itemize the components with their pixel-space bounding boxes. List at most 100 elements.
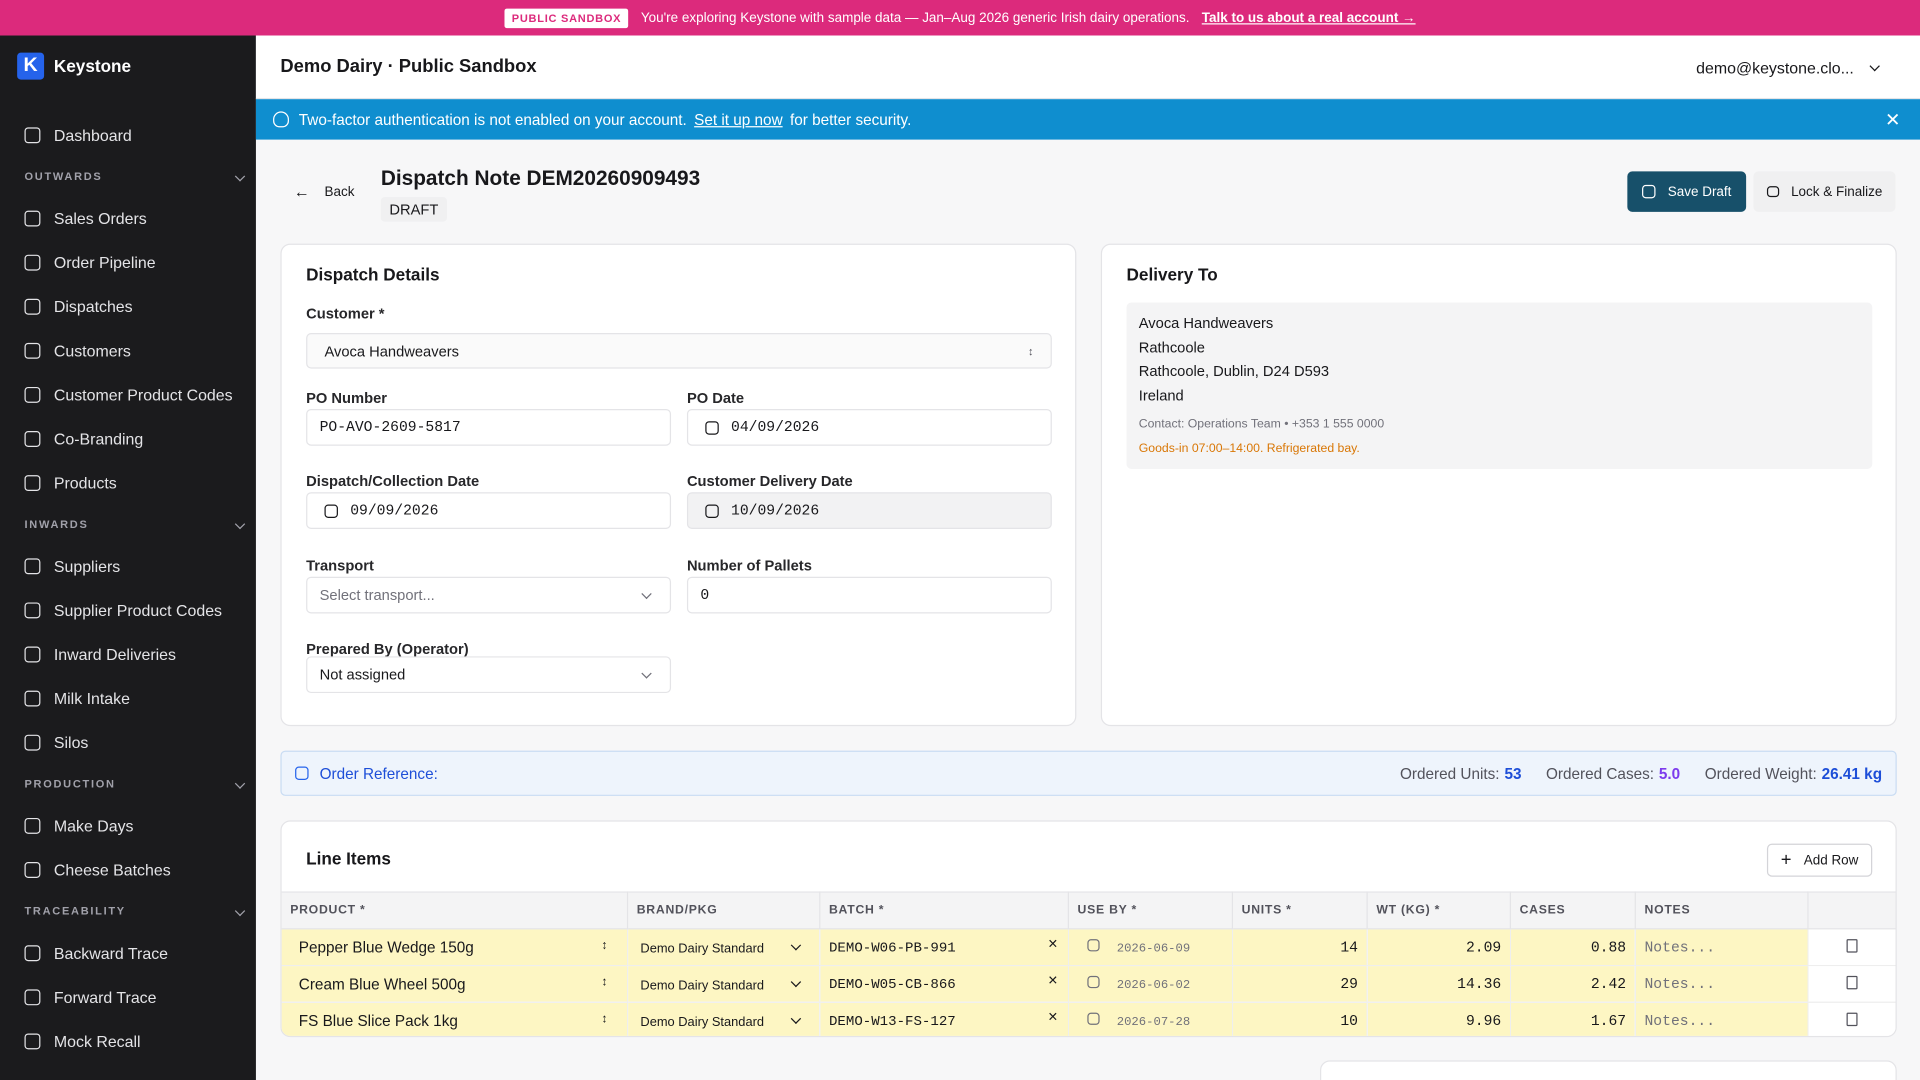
shield-icon <box>273 111 289 128</box>
icon <box>24 944 41 961</box>
lock-finalize-button[interactable]: Lock & Finalize <box>1753 171 1896 212</box>
section-title: INWARDS <box>24 517 89 531</box>
nav-item[interactable]: Supplier Product Codes <box>0 588 256 632</box>
nav-label: Inward Deliveries <box>53 644 176 664</box>
section-title: PRODUCTION <box>24 777 116 790</box>
cell[interactable]: DEMO-W13-FS-127 ✕ <box>819 1001 1069 1036</box>
sandbox-badge: PUBLIC SANDBOX <box>504 7 629 28</box>
input[interactable]: Avoca Handweavers ↕ <box>306 333 1052 369</box>
cell[interactable]: 2.09 <box>1366 928 1512 967</box>
cell[interactable]: 2026-07-28 <box>1067 1001 1234 1036</box>
icon <box>1642 184 1656 199</box>
cell[interactable]: 14.36 <box>1366 964 1512 1003</box>
icon <box>24 474 41 491</box>
user-menu[interactable]: demo@keystone.clo... <box>1696 59 1880 77</box>
cell[interactable]: 2.42 <box>1509 964 1636 1003</box>
nav-item[interactable]: Backward Trace <box>0 931 256 975</box>
input-value: 0 <box>700 586 710 604</box>
chevron <box>790 940 802 951</box>
nav-item[interactable]: Products <box>0 460 256 504</box>
delete-cell[interactable] <box>1807 928 1896 967</box>
close[interactable]: ✕ <box>1885 109 1901 131</box>
cell[interactable]: Notes... <box>1634 964 1809 1003</box>
icon <box>1846 975 1858 989</box>
nav-item[interactable]: Make Days <box>0 803 256 847</box>
stat: Ordered Units: 53 <box>1400 765 1521 782</box>
delete-cell[interactable] <box>1807 964 1896 1003</box>
cell[interactable]: Demo Dairy Standard <box>626 964 821 1003</box>
nav-section[interactable]: PRODUCTION <box>0 764 256 803</box>
nav-item[interactable]: Customer Product Codes <box>0 372 256 416</box>
nav-label: Dashboard <box>53 125 132 144</box>
input[interactable]: 09/09/2026 <box>306 492 672 529</box>
cell[interactable]: 14 <box>1231 928 1368 967</box>
cell[interactable]: 2026-06-09 <box>1067 928 1234 967</box>
input[interactable]: 0 <box>686 576 1052 614</box>
line-item-row: Pepper Blue Wedge 150g ↕ Demo Dairy Standa… <box>281 928 1896 967</box>
icon <box>705 420 719 435</box>
nav-item[interactable]: Dispatches <box>0 284 256 328</box>
chevron-updown: ↕ <box>1027 344 1034 357</box>
cell[interactable]: Notes... <box>1634 1001 1809 1036</box>
input[interactable]: Select transport... <box>306 576 672 614</box>
cell[interactable]: 10 <box>1231 1001 1368 1036</box>
cell[interactable]: 29 <box>1231 964 1368 1003</box>
card-title: Line Items <box>306 848 391 869</box>
nav-item[interactable]: Order Pipeline <box>0 240 256 284</box>
nav-item[interactable]: Co-Branding <box>0 416 256 460</box>
field-label: Number of Pallets <box>686 557 812 575</box>
cell[interactable]: 0.88 <box>1509 928 1636 967</box>
nav-item[interactable]: Cheese Batches <box>0 847 256 891</box>
icon <box>24 557 41 574</box>
add-row-button[interactable]: + Add Row <box>1766 843 1873 877</box>
save-draft-button[interactable]: Save Draft <box>1627 171 1747 212</box>
cell[interactable]: Demo Dairy Standard <box>626 1001 821 1036</box>
cell[interactable]: Demo Dairy Standard <box>626 928 821 967</box>
brand[interactable]: K Keystone <box>17 52 131 80</box>
plus: + <box>1780 849 1792 871</box>
cell[interactable]: DEMO-W06-PB-991 ✕ <box>819 928 1069 967</box>
nav-item[interactable]: Milk Intake <box>0 676 256 720</box>
cell[interactable]: Notes... <box>1634 928 1809 967</box>
input[interactable]: Not assigned <box>306 656 672 694</box>
nav-item[interactable]: Forward Trace <box>0 975 256 1019</box>
alert-link[interactable]: Set it up now <box>694 110 783 128</box>
cell[interactable]: Pepper Blue Wedge 150g ↕ <box>281 928 629 967</box>
product: Pepper Blue Wedge 150g <box>298 938 474 956</box>
nav-section[interactable]: TRACEABILITY <box>0 891 256 930</box>
input[interactable]: 04/09/2026 <box>686 408 1052 446</box>
security-alert: Two-factor authentication is not enabled… <box>255 99 1920 140</box>
cell[interactable]: DEMO-W05-CB-866 ✕ <box>819 964 1069 1003</box>
cell[interactable]: Cream Blue Wheel 500g ↕ <box>281 964 629 1003</box>
org-title: Demo Dairy · Public Sandbox <box>280 56 537 78</box>
input-value: Avoca Handweavers <box>324 342 459 360</box>
arrow: ← <box>293 182 310 201</box>
delete-cell[interactable] <box>1807 1001 1896 1036</box>
status-badge: DRAFT <box>380 197 447 222</box>
nav-item[interactable]: Dashboard <box>0 113 256 157</box>
cell[interactable]: FS Blue Slice Pack 1kg ↕ <box>281 1001 629 1036</box>
back-button[interactable]: ← Back <box>294 182 355 200</box>
chevron <box>234 778 246 789</box>
stat-value: 5.0 <box>1658 764 1681 782</box>
nav-section[interactable]: INWARDS <box>0 504 256 543</box>
input[interactable]: PO-AVO-2609-5817 <box>306 408 672 446</box>
nav-item[interactable]: Suppliers <box>0 544 256 588</box>
chevron <box>234 518 246 530</box>
stat-value: 53 <box>1504 764 1522 782</box>
chevron <box>234 171 246 182</box>
cell[interactable]: 9.96 <box>1366 1001 1512 1036</box>
nav-label: Dispatches <box>53 296 133 316</box>
nav-item[interactable]: Customers <box>0 328 256 372</box>
cell[interactable]: 1.67 <box>1509 1001 1636 1036</box>
number: 0.88 <box>1590 939 1627 957</box>
nav-item[interactable]: Sales Orders <box>0 196 256 240</box>
nav-item[interactable]: Inward Deliveries <box>0 632 256 676</box>
nav: Dashboard OUTWARDS Sales Orders Order Pipel… <box>0 113 256 1063</box>
nav-section[interactable]: OUTWARDS <box>0 157 256 196</box>
column-header: BRAND/PKG <box>626 891 821 930</box>
banner-link[interactable]: Talk to us about a real account → <box>1201 10 1416 26</box>
nav-item[interactable]: Silos <box>0 720 256 764</box>
cell[interactable]: 2026-06-02 <box>1067 964 1234 1003</box>
nav-item[interactable]: Mock Recall <box>0 1019 256 1063</box>
